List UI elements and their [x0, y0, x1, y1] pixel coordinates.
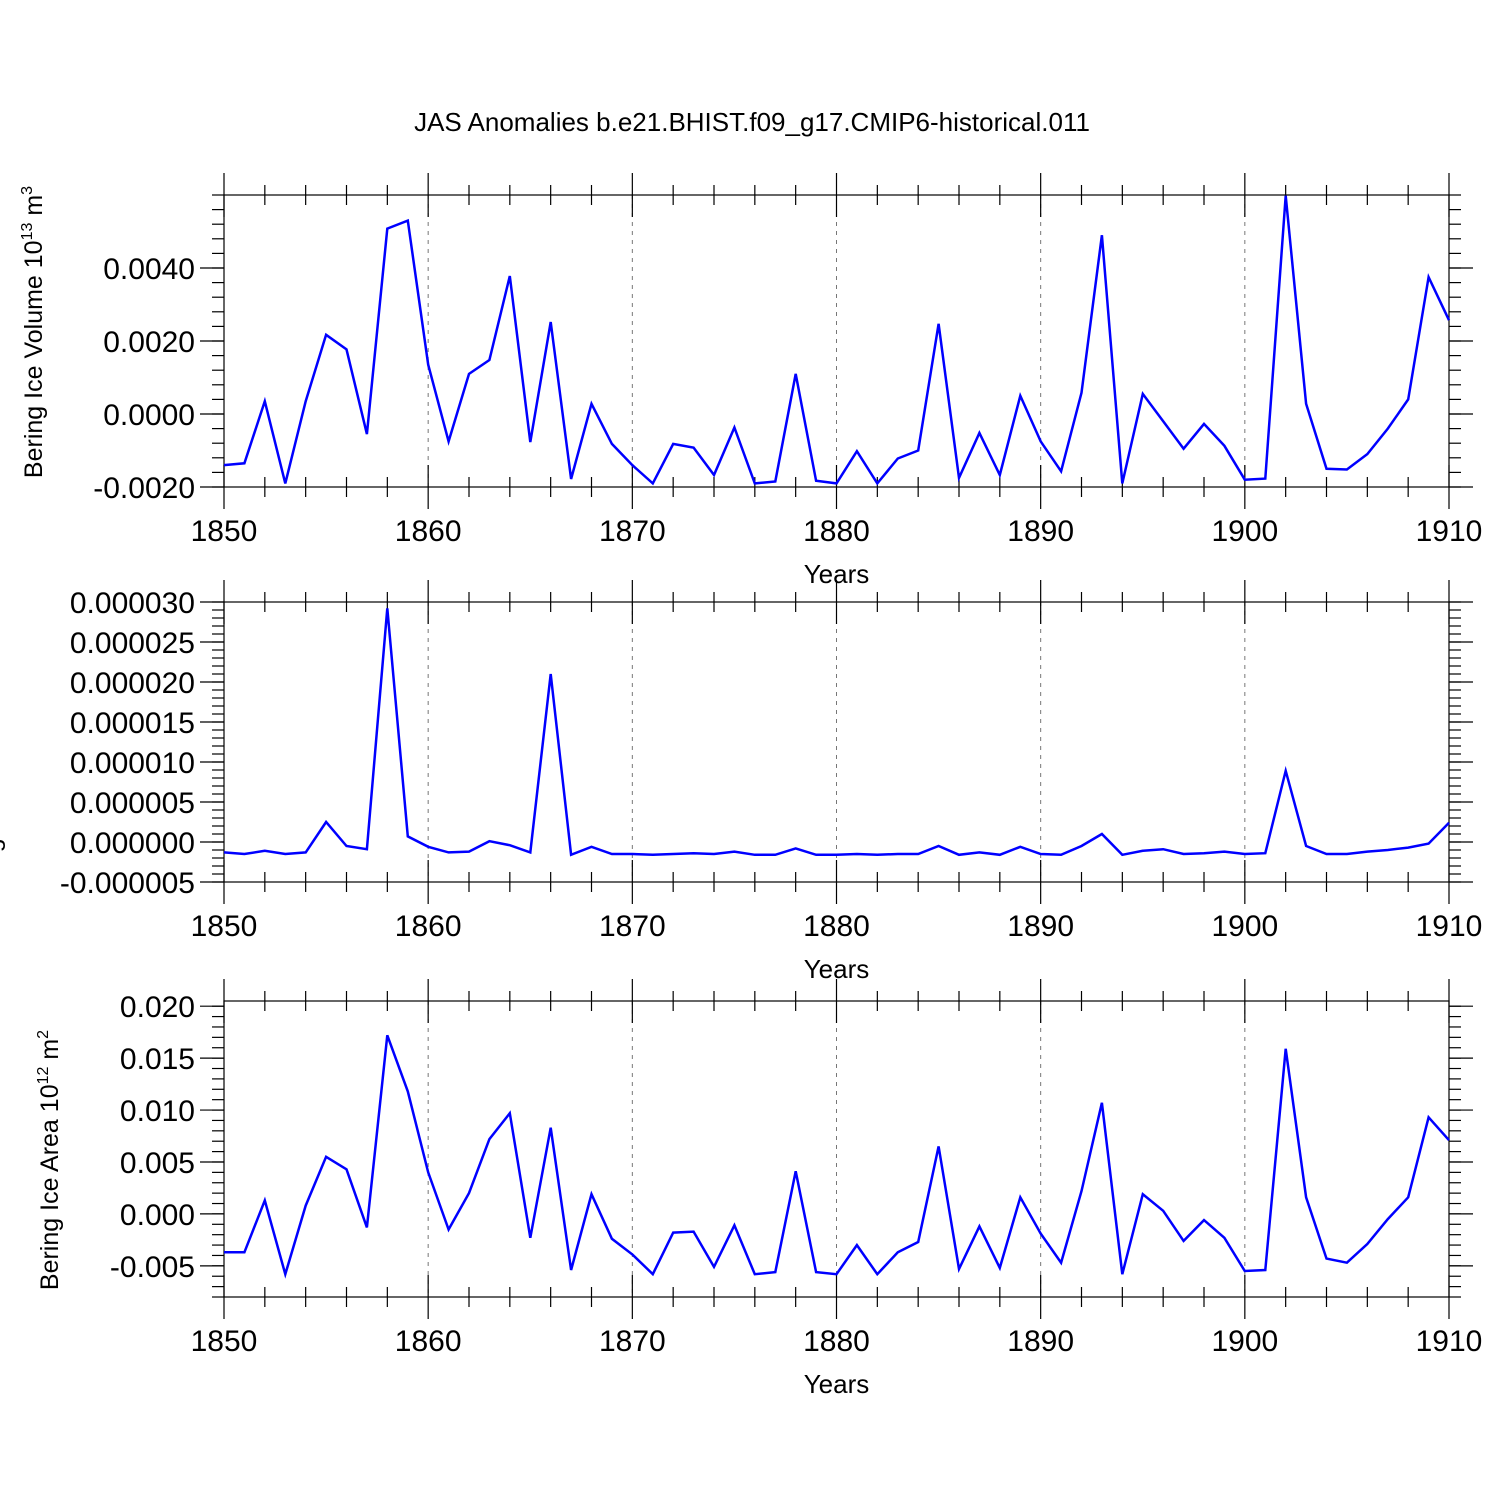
y-tick-label: 0.0000: [103, 399, 195, 432]
y-tick-label: 0.020: [120, 991, 195, 1024]
y-tick-label: 0.010: [120, 1095, 195, 1128]
y-tick-label: 0.005: [120, 1147, 195, 1180]
x-tick-label: 1850: [191, 1325, 258, 1358]
x-tick-label: 1860: [395, 1325, 462, 1358]
x-tick-label: 1910: [1416, 1325, 1483, 1358]
y-tick-label: 0.015: [120, 1043, 195, 1076]
y-tick-label: 0.0040: [103, 253, 195, 286]
y-tick-label: 0.0020: [103, 326, 195, 359]
y-axis-title: Bering Ice Area 1012 m2: [35, 1030, 64, 1290]
panel-ice-volume: -0.0020 0.0000 0.0020 0.0040 1850 1860 1870 188…: [19, 173, 1482, 589]
y-tick-label: -0.0020: [93, 472, 195, 505]
y-tick-label: 0.000010: [70, 747, 195, 780]
x-tick-label: 1880: [803, 515, 870, 548]
y-tick-label: 0.000000: [70, 827, 195, 860]
x-tick-label: 1880: [803, 1325, 870, 1358]
series-line: [223, 195, 1451, 486]
y-tick-label: 0.000030: [70, 587, 195, 620]
y-tick-label: 0.000015: [70, 707, 195, 740]
x-tick-label: 1860: [395, 910, 462, 943]
panel-snow-volume: -0.000005 0.000000 0.000005 0.000010 0.00001…: [0, 580, 1482, 984]
y-tick-label: 0.000020: [70, 667, 195, 700]
chart-title: JAS Anomalies b.e21.BHIST.f09_g17.CMIP6-…: [414, 107, 1090, 137]
x-tick-label: 1870: [599, 1325, 666, 1358]
y-axis-title: Bering Snow Volume 1013 m3: [0, 589, 6, 910]
x-tick-label: 1850: [191, 910, 258, 943]
x-axis-title: Years: [804, 1369, 870, 1399]
y-tick-label: 0.000: [120, 1199, 195, 1232]
x-tick-label: 1890: [1007, 910, 1074, 943]
x-tick-label: 1870: [599, 515, 666, 548]
x-tick-label: 1910: [1416, 515, 1483, 548]
x-tick-label: 1860: [395, 515, 462, 548]
y-axis-title: Bering Ice Volume 1013 m3: [19, 186, 48, 478]
series-line: [223, 608, 1450, 857]
panel-ice-area: -0.005 0.000 0.005 0.010 0.015 0.020 1850 1860 1…: [35, 979, 1482, 1399]
x-tick-label: 1870: [599, 910, 666, 943]
series-line: [224, 1034, 1450, 1279]
y-tick-label: -0.000005: [60, 867, 195, 900]
x-tick-label: 1890: [1007, 515, 1074, 548]
y-tick-label: 0.000005: [70, 787, 195, 820]
x-tick-label: 1880: [803, 910, 870, 943]
x-tick-label: 1890: [1007, 1325, 1074, 1358]
x-tick-label: 1850: [191, 515, 258, 548]
x-tick-label: 1900: [1211, 1325, 1278, 1358]
x-tick-label: 1910: [1416, 910, 1483, 943]
y-tick-label: -0.005: [110, 1251, 195, 1284]
x-tick-label: 1900: [1211, 515, 1278, 548]
x-tick-label: 1900: [1211, 910, 1278, 943]
y-tick-label: 0.000025: [70, 627, 195, 660]
